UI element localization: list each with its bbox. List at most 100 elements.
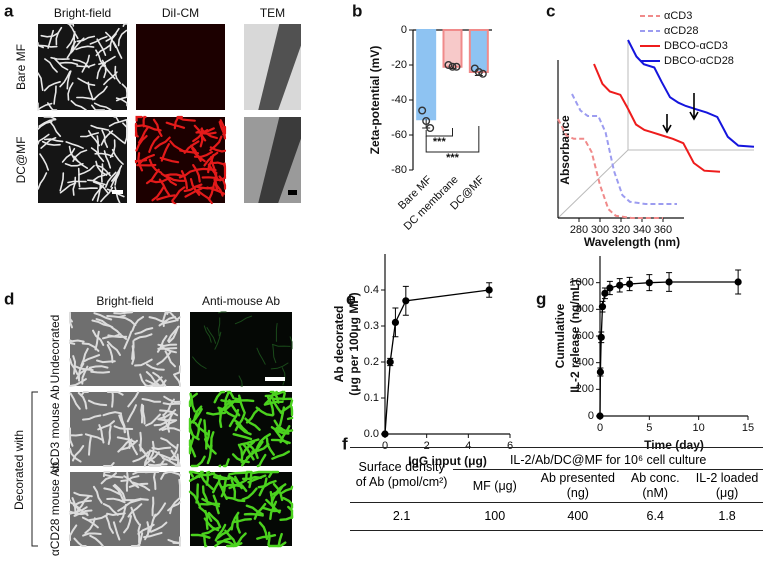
micrograph-texture (44, 58, 58, 73)
x-tick-label: 340 (633, 224, 651, 236)
data-point (474, 67, 483, 76)
micrograph (190, 312, 292, 386)
micrograph-texture (131, 315, 145, 332)
series-line (593, 63, 721, 173)
micrograph-texture (210, 161, 227, 168)
col-header: IL-2 loaded (μg) (695, 471, 759, 500)
micrograph-texture (69, 506, 88, 515)
micrograph-texture (69, 311, 73, 329)
series-line (571, 93, 677, 205)
micrograph-texture (106, 391, 124, 396)
micrograph-texture (102, 411, 122, 417)
micrograph-texture (245, 407, 260, 424)
micrograph-texture (77, 391, 88, 410)
y-tick-label: -40 (391, 94, 407, 106)
micrograph-texture (69, 499, 81, 510)
micrograph-texture (214, 174, 227, 182)
micrograph-texture (248, 470, 253, 489)
micrograph-texture (111, 326, 128, 340)
data-point (597, 333, 605, 341)
micrograph-texture (107, 425, 112, 445)
significance-bracket (425, 128, 453, 137)
micrograph-texture (95, 49, 105, 67)
micrograph-texture (116, 436, 137, 443)
micrograph-texture (94, 330, 100, 351)
micrograph-texture (121, 83, 128, 97)
micrograph-texture (277, 532, 283, 548)
micrograph-texture (55, 26, 63, 46)
micrograph-texture (212, 474, 222, 494)
micrograph-texture (281, 390, 286, 401)
micrograph-texture (49, 120, 62, 137)
y-axis-label: Absorbance (558, 115, 572, 185)
x-tick-label: 4 (465, 440, 471, 452)
micrograph-texture (265, 437, 275, 456)
micrograph-texture (84, 433, 104, 442)
micrograph-texture (137, 152, 144, 172)
micrograph-texture (252, 470, 272, 475)
panel-label: c (546, 1, 555, 20)
micrograph-texture (157, 347, 178, 350)
micrograph-texture (93, 102, 112, 111)
micrograph-texture (228, 471, 249, 476)
data-point (381, 430, 389, 438)
micrograph-texture (44, 138, 64, 143)
micrograph-texture (263, 400, 284, 406)
micrograph-texture (156, 194, 176, 201)
micrograph-texture (231, 453, 250, 464)
micrograph-texture (113, 483, 126, 501)
y-tick-label: 0 (401, 24, 407, 36)
row-label: Bare MF (14, 44, 28, 90)
x-tick-label: 2 (424, 440, 430, 452)
micrograph-texture (268, 470, 280, 478)
micrograph-texture (75, 45, 95, 51)
micrograph-texture (76, 35, 96, 43)
y-tick-label: 0.3 (364, 320, 379, 332)
y-tick-label: 800 (576, 303, 594, 315)
micrograph-texture (90, 370, 111, 374)
micrograph-texture (37, 120, 53, 130)
micrograph-texture (89, 534, 104, 547)
y-tick-label: 0.1 (364, 392, 379, 404)
micrograph-texture (93, 312, 113, 321)
micrograph-texture (207, 181, 216, 201)
micrograph-texture (76, 63, 96, 68)
micrograph-texture (217, 406, 236, 418)
micrograph-texture (84, 517, 96, 534)
micrograph-texture (164, 350, 176, 368)
cell: 6.4 (646, 509, 664, 523)
micrograph-texture (245, 504, 264, 516)
micrograph-texture (257, 479, 277, 489)
micrograph-texture (149, 177, 169, 184)
micrograph-texture (135, 135, 148, 152)
micrograph-texture (103, 473, 124, 479)
x-tick-label: 360 (654, 224, 672, 236)
micrograph-texture (272, 483, 284, 502)
micrograph-texture (108, 119, 128, 127)
x-tick-label: 10 (693, 422, 705, 434)
micrograph-texture (119, 503, 127, 523)
micrograph-texture (125, 471, 129, 492)
micrograph-texture (231, 518, 252, 524)
micrograph-texture (184, 187, 203, 198)
micrograph-texture (123, 330, 133, 350)
micrograph-texture (69, 358, 79, 376)
micrograph-texture (122, 122, 128, 140)
micrograph-texture (72, 355, 77, 375)
micrograph-texture (267, 531, 271, 548)
micrograph-texture (191, 147, 206, 163)
micrograph-texture (69, 427, 74, 447)
micrograph-texture (234, 413, 246, 432)
series-line (627, 39, 755, 148)
micrograph-texture (148, 316, 168, 324)
micrograph-texture (80, 132, 100, 138)
micrograph-texture (106, 340, 121, 356)
micrograph-texture (282, 496, 294, 509)
data-point (422, 116, 431, 125)
micrograph-texture (213, 178, 224, 197)
micrograph-texture (67, 180, 87, 184)
micrograph-texture (206, 411, 227, 416)
micrograph-texture (41, 140, 61, 146)
micrograph-texture (203, 325, 212, 343)
micrograph-texture (80, 391, 89, 396)
